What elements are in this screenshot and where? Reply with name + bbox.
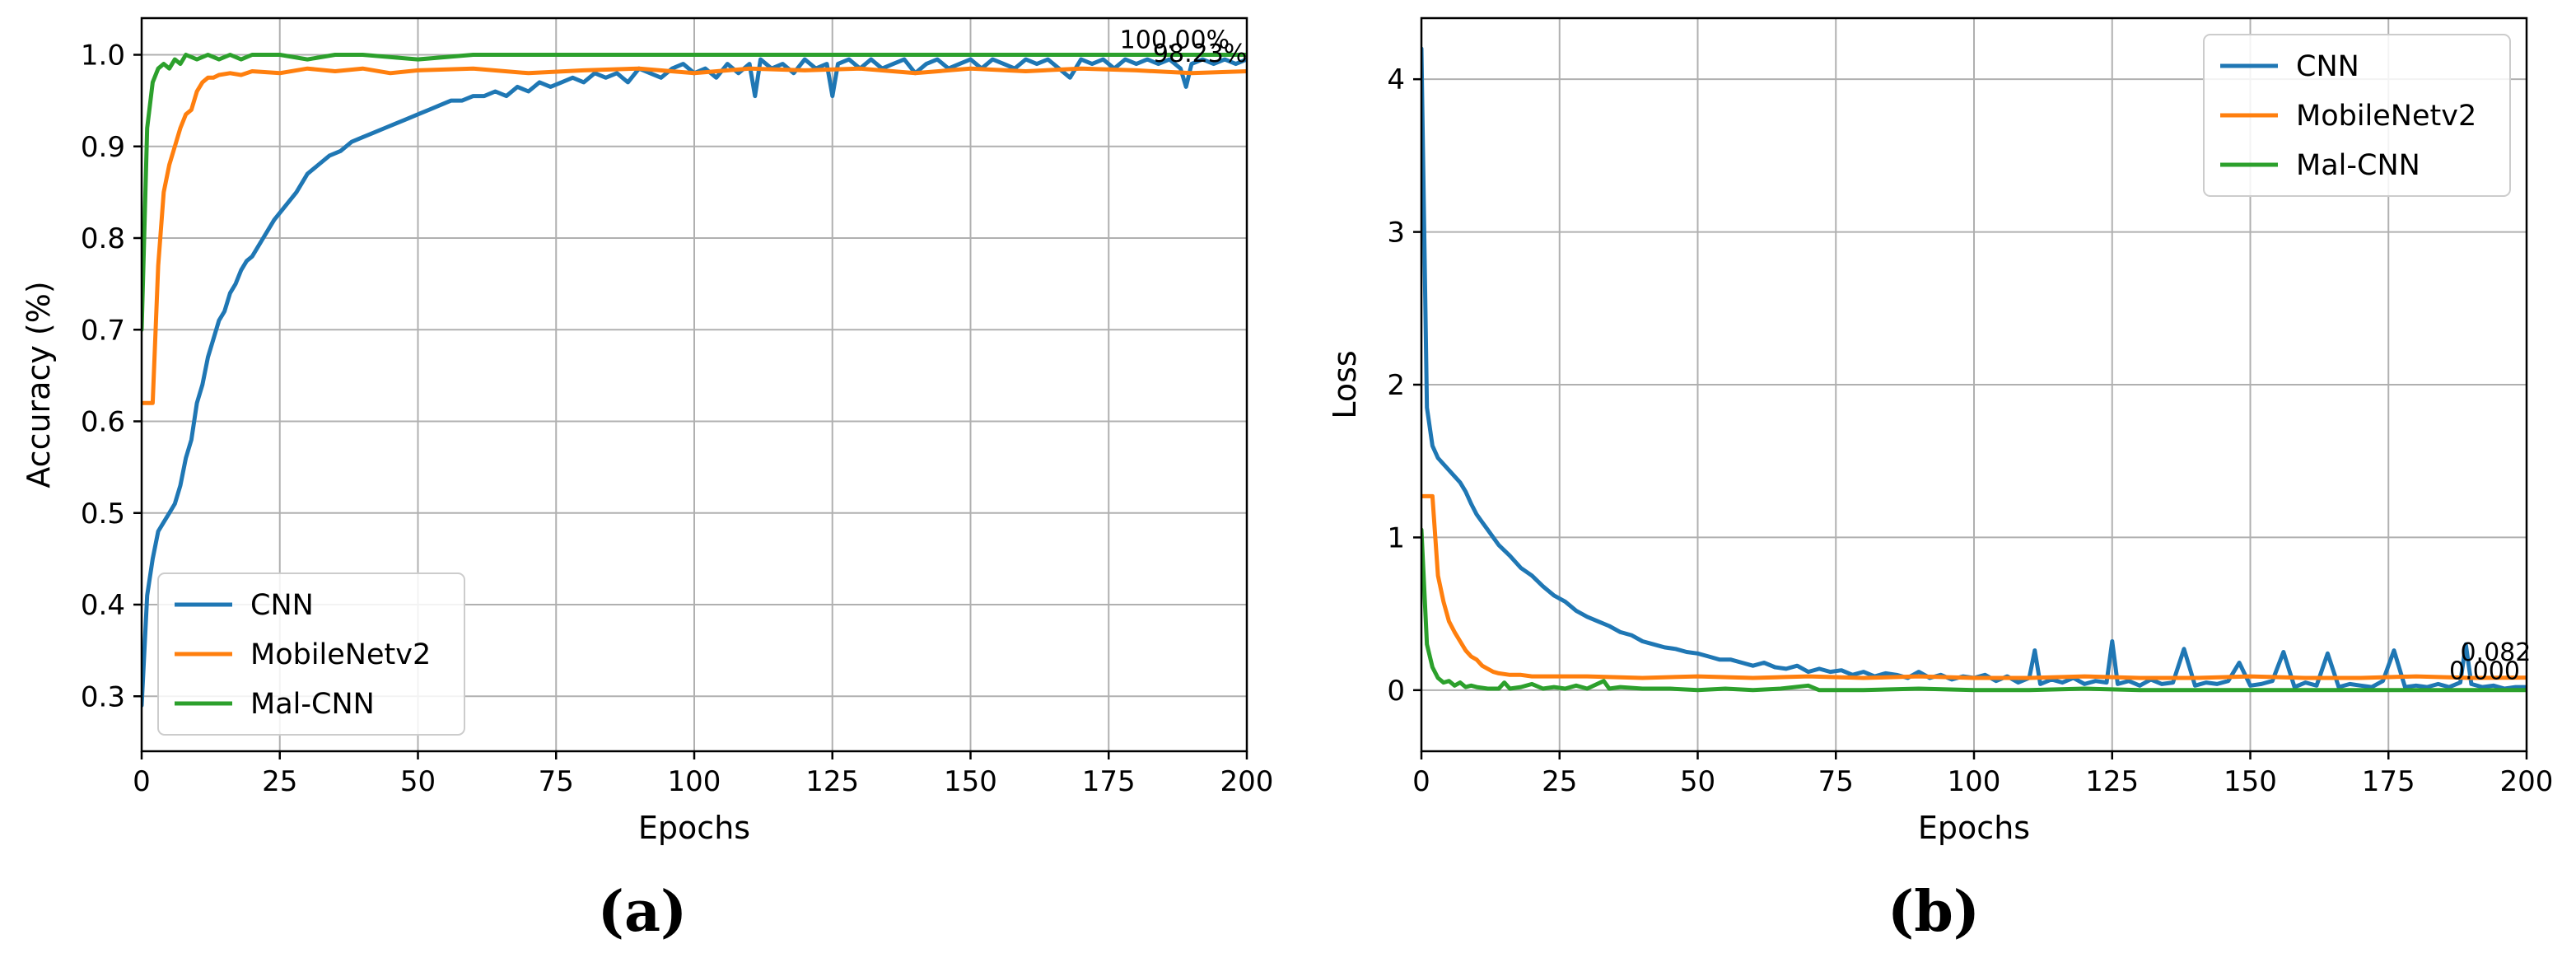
legend-entry: Mal-CNN	[2296, 149, 2420, 182]
y-tick-label: 0.3	[81, 680, 125, 713]
y-tick-label: 1.0	[81, 40, 125, 72]
y-axis-label: Loss	[1327, 350, 1363, 418]
x-tick-label: 125	[2085, 765, 2139, 798]
x-tick-label: 50	[400, 765, 436, 798]
series-group	[1421, 46, 2527, 693]
x-tick-label: 175	[2362, 765, 2415, 798]
final-value-annotation: 0.000	[2449, 657, 2520, 685]
legend-box	[2203, 34, 2511, 197]
y-tick-label: 2	[1387, 369, 1405, 402]
panel-loss: 0 25 50 75 100 125 150 175 200 0 1 2 3 4 Epochs Loss 0.0…	[1327, 16, 2554, 945]
y-tick-label: 3	[1387, 217, 1405, 250]
y-tick-label: 0.6	[81, 406, 125, 439]
y-tick-label: 1	[1387, 521, 1405, 554]
final-value-annotation: 0.082	[2460, 638, 2531, 667]
x-tick-label: 25	[1542, 765, 1577, 798]
series-line-mobilenetv2	[1421, 493, 2527, 680]
x-axis-label: Epochs	[638, 810, 750, 846]
x-tick-label: 100	[668, 765, 721, 798]
legend-entry: CNN	[2296, 50, 2359, 83]
y-tick-label: 0.8	[81, 222, 125, 255]
y-tick-label: 4	[1387, 63, 1405, 96]
x-tick-label: 75	[539, 765, 574, 798]
series-line-mobilenetv2	[142, 66, 1247, 405]
final-value-annotation: 98.23%	[1153, 40, 1247, 68]
series-line-cnn	[142, 57, 1247, 708]
y-tick-label: 0.9	[81, 131, 125, 164]
x-tick-label: 150	[944, 765, 997, 798]
x-tick-label: 50	[1680, 765, 1715, 798]
legend: CNN MobileNetv2 Mal-CNN	[2203, 34, 2511, 197]
x-tick-label: 25	[262, 765, 297, 798]
series-line-mal-cnn	[1421, 527, 2527, 693]
x-tick-label: 125	[805, 765, 859, 798]
final-value-annotation: 100.00%	[1120, 26, 1230, 55]
legend-entry: MobileNetv2	[2296, 100, 2476, 133]
legend-entry: Mal-CNN	[250, 688, 375, 721]
series-line-mal-cnn	[142, 53, 1247, 332]
x-tick-label: 0	[1412, 765, 1430, 798]
x-tick-label: 75	[1818, 765, 1854, 798]
x-tick-label: 150	[2224, 765, 2277, 798]
legend-entry: MobileNetv2	[250, 638, 431, 671]
panel-caption: (a)	[598, 879, 687, 945]
x-tick-label: 200	[2500, 765, 2554, 798]
legend-box	[157, 572, 465, 736]
x-tick-label: 0	[133, 765, 151, 798]
x-tick-label: 200	[1220, 765, 1274, 798]
x-tick-label: 175	[1082, 765, 1136, 798]
x-tick-label: 100	[1948, 765, 2001, 798]
legend-entry: CNN	[250, 589, 314, 622]
x-axis-label: Epochs	[1918, 810, 2030, 846]
panel-accuracy: 0 25 50 75 100 125 150 175 200 0.3 0.4 0.5 0.6 0.7 0.8…	[21, 16, 1274, 945]
y-tick-label: 0.4	[81, 589, 125, 622]
series-group	[142, 53, 1247, 708]
y-tick-label: 0.5	[81, 498, 125, 530]
panel-caption: (b)	[1888, 879, 1980, 945]
legend: CNN MobileNetv2 Mal-CNN	[157, 572, 465, 736]
y-axis-label: Accuracy (%)	[21, 281, 57, 488]
y-tick-label: 0.7	[81, 314, 125, 347]
y-tick-label: 0	[1387, 675, 1405, 708]
